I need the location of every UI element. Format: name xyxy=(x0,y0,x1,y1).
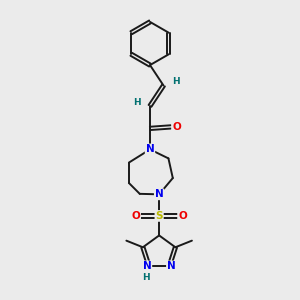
Text: N: N xyxy=(167,261,176,272)
Text: N: N xyxy=(155,189,164,199)
Text: S: S xyxy=(155,211,163,221)
Text: O: O xyxy=(131,211,140,221)
Text: H: H xyxy=(142,273,150,282)
Text: O: O xyxy=(178,211,187,221)
Text: N: N xyxy=(142,261,152,272)
Text: N: N xyxy=(146,144,154,154)
Text: H: H xyxy=(172,77,180,86)
Text: O: O xyxy=(172,122,181,132)
Text: H: H xyxy=(134,98,141,107)
